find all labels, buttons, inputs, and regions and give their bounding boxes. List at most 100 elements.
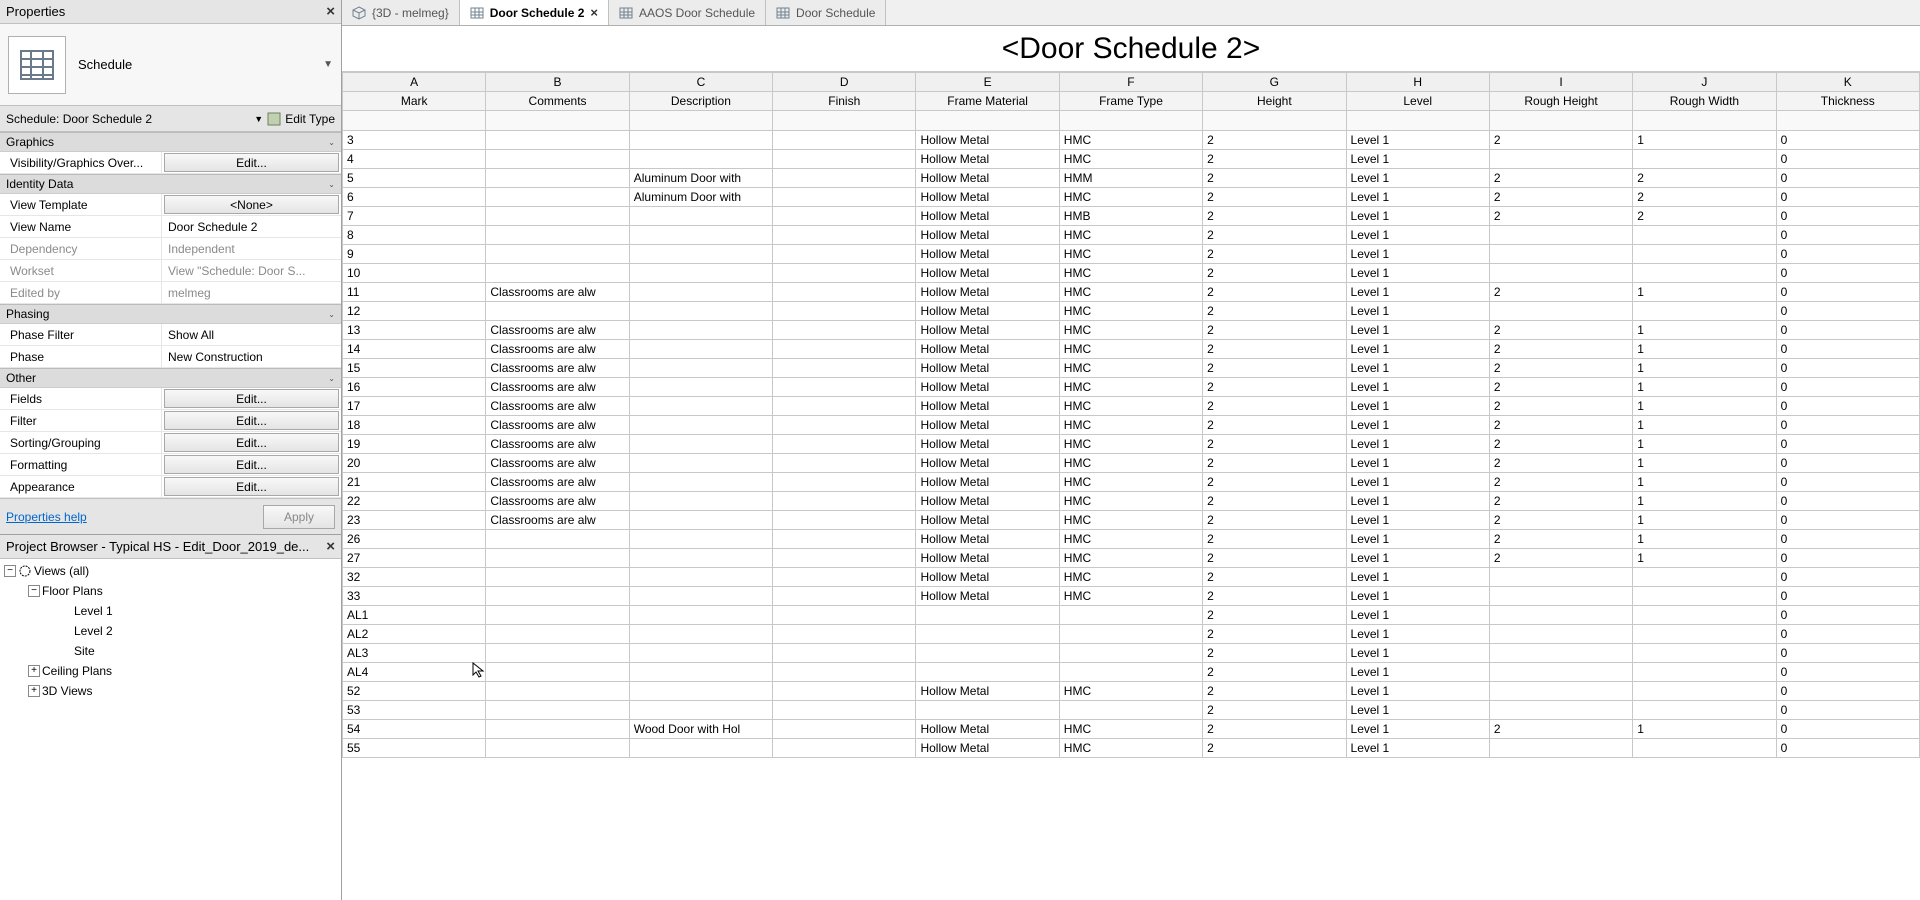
column-header[interactable]: Rough Width	[1633, 92, 1776, 111]
collapse-icon[interactable]: ⌄	[328, 374, 335, 383]
table-cell[interactable]: 2	[1489, 454, 1632, 473]
table-cell[interactable]: 0	[1776, 302, 1919, 321]
table-cell[interactable]	[1633, 644, 1776, 663]
tree-node-ceiling-plans[interactable]: + Ceiling Plans	[0, 661, 341, 681]
column-letter[interactable]: K	[1776, 73, 1919, 92]
table-row[interactable]: 7Hollow MetalHMB2Level 1220	[343, 207, 1920, 226]
table-cell[interactable]	[629, 131, 772, 150]
column-header[interactable]: Finish	[773, 92, 916, 111]
table-cell[interactable]: 2	[1489, 359, 1632, 378]
minus-icon[interactable]: −	[4, 565, 16, 577]
table-cell[interactable]	[486, 739, 629, 758]
table-cell[interactable]: Level 1	[1346, 454, 1489, 473]
table-cell[interactable]	[1489, 568, 1632, 587]
table-cell[interactable]: 16	[343, 378, 486, 397]
table-cell[interactable]	[1633, 568, 1776, 587]
table-cell[interactable]: 0	[1776, 397, 1919, 416]
table-cell[interactable]: HMC	[1059, 321, 1202, 340]
table-cell[interactable]	[629, 359, 772, 378]
table-cell[interactable]: Classrooms are alw	[486, 283, 629, 302]
column-header[interactable]: Mark	[343, 92, 486, 111]
table-cell[interactable]	[629, 644, 772, 663]
table-cell[interactable]: Hollow Metal	[916, 169, 1059, 188]
table-row[interactable]: 6Aluminum Door withHollow MetalHMC2Level…	[343, 188, 1920, 207]
table-cell[interactable]: Hollow Metal	[916, 150, 1059, 169]
table-cell[interactable]: Level 1	[1346, 549, 1489, 568]
table-cell[interactable]: 0	[1776, 625, 1919, 644]
table-cell[interactable]: 2	[1203, 302, 1346, 321]
table-cell[interactable]: HMB	[1059, 207, 1202, 226]
table-cell[interactable]: Level 1	[1346, 416, 1489, 435]
table-cell[interactable]: 2	[1203, 340, 1346, 359]
table-cell[interactable]	[773, 226, 916, 245]
table-cell[interactable]: 12	[343, 302, 486, 321]
table-cell[interactable]: 2	[1489, 435, 1632, 454]
edit-button[interactable]: Edit...	[164, 153, 339, 172]
table-cell[interactable]	[773, 397, 916, 416]
table-cell[interactable]: 2	[1489, 207, 1632, 226]
group-header-other[interactable]: Other ⌄	[0, 368, 341, 388]
table-cell[interactable]: 0	[1776, 359, 1919, 378]
table-cell[interactable]	[1633, 701, 1776, 720]
table-cell[interactable]	[916, 625, 1059, 644]
table-cell[interactable]: 7	[343, 207, 486, 226]
table-cell[interactable]	[773, 625, 916, 644]
table-cell[interactable]: 52	[343, 682, 486, 701]
table-cell[interactable]: 1	[1633, 340, 1776, 359]
table-cell[interactable]: 0	[1776, 226, 1919, 245]
table-cell[interactable]: Aluminum Door with	[629, 169, 772, 188]
table-cell[interactable]	[1633, 302, 1776, 321]
table-cell[interactable]: Classrooms are alw	[486, 397, 629, 416]
table-row[interactable]: 13Classrooms are alwHollow MetalHMC2Leve…	[343, 321, 1920, 340]
table-cell[interactable]: 2	[1203, 226, 1346, 245]
table-cell[interactable]	[486, 207, 629, 226]
table-cell[interactable]: HMC	[1059, 454, 1202, 473]
table-cell[interactable]: Hollow Metal	[916, 435, 1059, 454]
table-cell[interactable]	[486, 150, 629, 169]
table-cell[interactable]: 1	[1633, 321, 1776, 340]
table-cell[interactable]: Classrooms are alw	[486, 378, 629, 397]
table-cell[interactable]: Hollow Metal	[916, 264, 1059, 283]
table-row[interactable]: 532Level 10	[343, 701, 1920, 720]
table-cell[interactable]	[1489, 150, 1632, 169]
table-cell[interactable]: Level 1	[1346, 530, 1489, 549]
table-cell[interactable]	[629, 587, 772, 606]
table-cell[interactable]: AL2	[343, 625, 486, 644]
apply-button[interactable]: Apply	[263, 505, 335, 529]
table-cell[interactable]: 0	[1776, 416, 1919, 435]
table-cell[interactable]: 0	[1776, 150, 1919, 169]
chevron-down-icon[interactable]: ▼	[254, 114, 263, 124]
table-row[interactable]: 11Classrooms are alwHollow MetalHMC2Leve…	[343, 283, 1920, 302]
table-cell[interactable]: Level 1	[1346, 378, 1489, 397]
table-cell[interactable]	[1633, 682, 1776, 701]
table-cell[interactable]: Hollow Metal	[916, 568, 1059, 587]
table-cell[interactable]: HMC	[1059, 340, 1202, 359]
table-cell[interactable]: 0	[1776, 644, 1919, 663]
table-cell[interactable]: 23	[343, 511, 486, 530]
table-row[interactable]: 23Classrooms are alwHollow MetalHMC2Leve…	[343, 511, 1920, 530]
table-cell[interactable]	[773, 169, 916, 188]
table-cell[interactable]	[629, 530, 772, 549]
table-cell[interactable]: Hollow Metal	[916, 283, 1059, 302]
table-cell[interactable]	[486, 644, 629, 663]
table-cell[interactable]: 13	[343, 321, 486, 340]
table-cell[interactable]	[629, 663, 772, 682]
table-cell[interactable]: HMC	[1059, 378, 1202, 397]
table-cell[interactable]	[629, 378, 772, 397]
table-cell[interactable]: HMC	[1059, 720, 1202, 739]
table-cell[interactable]	[773, 720, 916, 739]
table-row[interactable]: 9Hollow MetalHMC2Level 10	[343, 245, 1920, 264]
view-tab[interactable]: AAOS Door Schedule	[609, 0, 766, 25]
table-cell[interactable]	[486, 549, 629, 568]
column-header[interactable]: Comments	[486, 92, 629, 111]
table-cell[interactable]: Level 1	[1346, 359, 1489, 378]
table-cell[interactable]: Level 1	[1346, 321, 1489, 340]
table-cell[interactable]: 2	[1633, 169, 1776, 188]
table-cell[interactable]: 2	[1203, 454, 1346, 473]
edit-button[interactable]: Edit...	[164, 477, 339, 496]
table-cell[interactable]	[773, 454, 916, 473]
table-cell[interactable]	[629, 492, 772, 511]
plus-icon[interactable]: +	[28, 685, 40, 697]
table-cell[interactable]	[1633, 226, 1776, 245]
table-row[interactable]: 12Hollow MetalHMC2Level 10	[343, 302, 1920, 321]
